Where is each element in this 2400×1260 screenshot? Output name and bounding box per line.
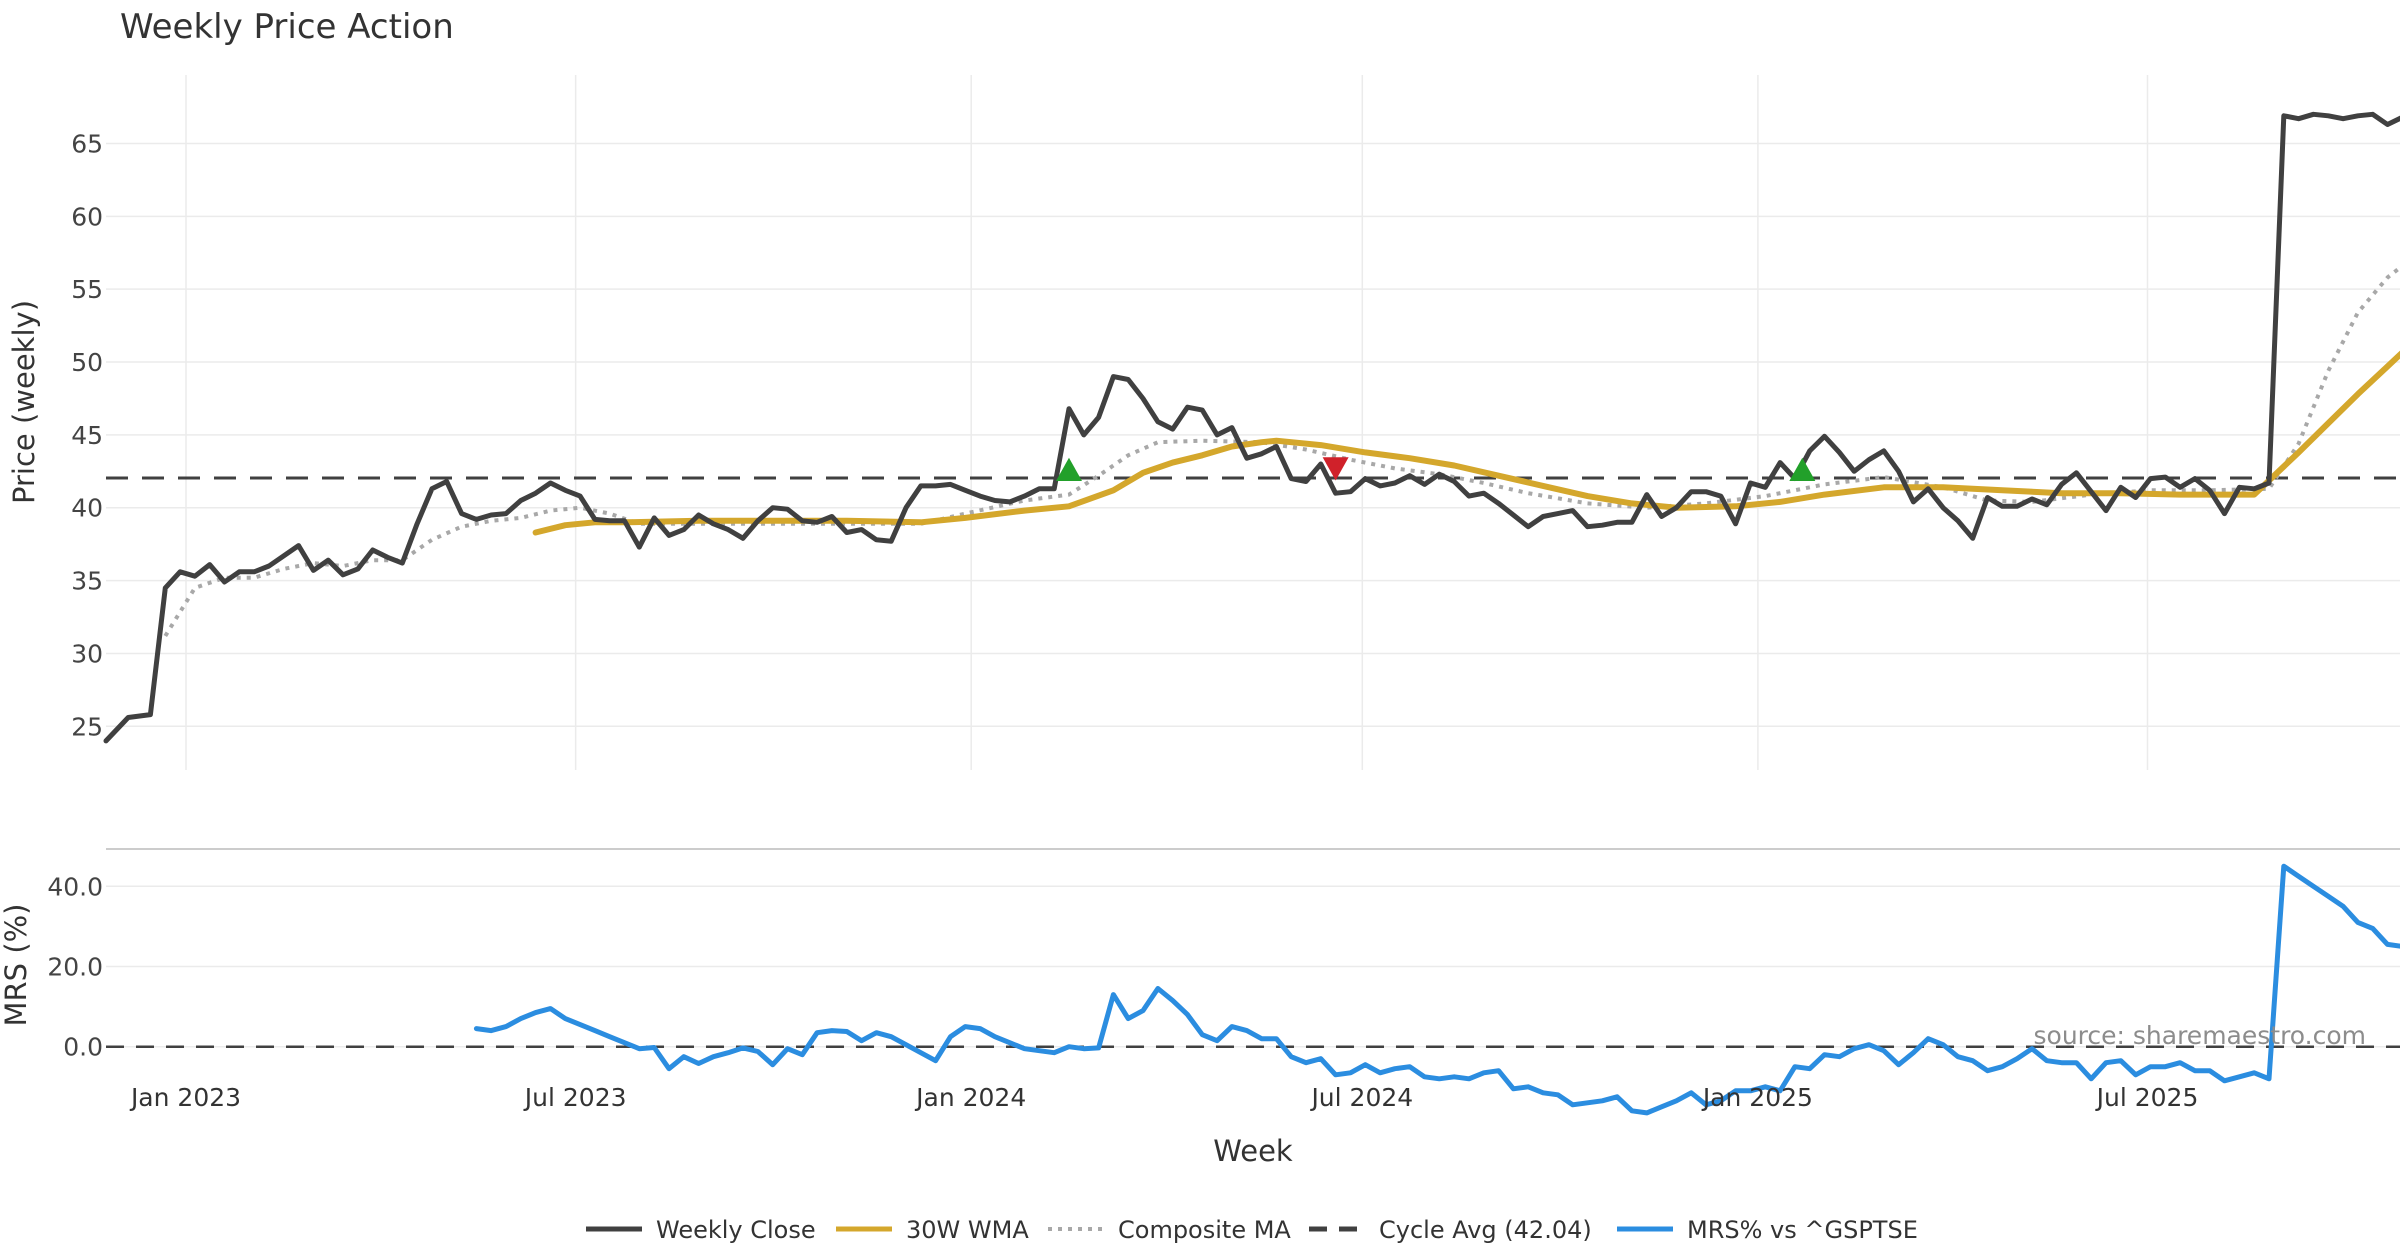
legend-label: Composite MA [1118,1216,1291,1244]
price-y-tick-label: 65 [71,129,103,158]
price-y-tick-label: 45 [71,421,103,450]
mrs-series-group [473,863,2400,1116]
mrs-y-tick-label: 20.0 [47,952,103,981]
x-tick-label: Jul 2023 [523,1083,627,1112]
buy-signal-marker [1789,457,1816,482]
legend-label: Weekly Close [656,1216,816,1244]
legend: Weekly Close 30W WMA Composite MA Cycle Avg… [586,1216,1918,1244]
sell-signal-marker [1322,457,1349,481]
x-tick-label: Jan 2024 [914,1083,1026,1112]
x-tick-label: Jul 2024 [1309,1083,1413,1112]
price-y-tick-label: 60 [71,202,103,231]
legend-label: 30W WMA [906,1216,1029,1244]
price-series-group [103,111,2400,744]
x-axis-title: Week [1213,1134,1293,1168]
mrs-y-ticks: 40.0 20.0 0.0 [47,872,103,1061]
price-y-ticks: 25 30 35 40 45 50 55 60 65 [71,129,103,741]
legend-label: Cycle Avg (42.04) [1379,1216,1592,1244]
price-y-tick-label: 35 [71,567,103,596]
x-tick-label: Jan 2025 [1701,1083,1813,1112]
x-ticks: Jan 2023 Jul 2023 Jan 2024 Jul 2024 Jan 2025… [129,1083,2198,1112]
buy-signal-marker [1055,457,1082,482]
price-y-tick-label: 50 [71,348,103,377]
price-y-tick-label: 30 [71,639,103,668]
mrs-y-tick-label: 40.0 [47,872,103,901]
wma-30w-line [532,350,2400,536]
mrs-line [473,863,2400,1116]
price-y-tick-label: 25 [71,712,103,741]
price-gridlines [106,75,2400,770]
mrs-y-axis-title: MRS (%) [0,904,33,1027]
signal-markers-group [1055,457,1816,482]
price-y-tick-label: 40 [71,494,103,523]
source-annotation: source: sharemaestro.com [2034,1021,2367,1050]
mrs-y-tick-label: 0.0 [63,1033,103,1062]
legend-label: MRS% vs ^GSPTSE [1687,1216,1918,1244]
weekly-close-line [103,111,2400,744]
price-y-tick-label: 55 [71,275,103,304]
price-y-axis-title: Price (weekly) [7,300,41,504]
chart-title: Weekly Price Action [120,7,454,47]
x-tick-label: Jan 2023 [129,1083,241,1112]
x-tick-label: Jul 2025 [2095,1083,2199,1112]
